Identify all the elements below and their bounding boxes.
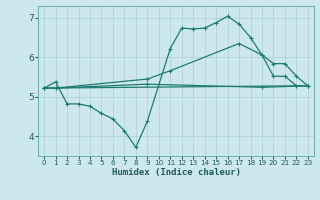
X-axis label: Humidex (Indice chaleur): Humidex (Indice chaleur) bbox=[111, 168, 241, 177]
